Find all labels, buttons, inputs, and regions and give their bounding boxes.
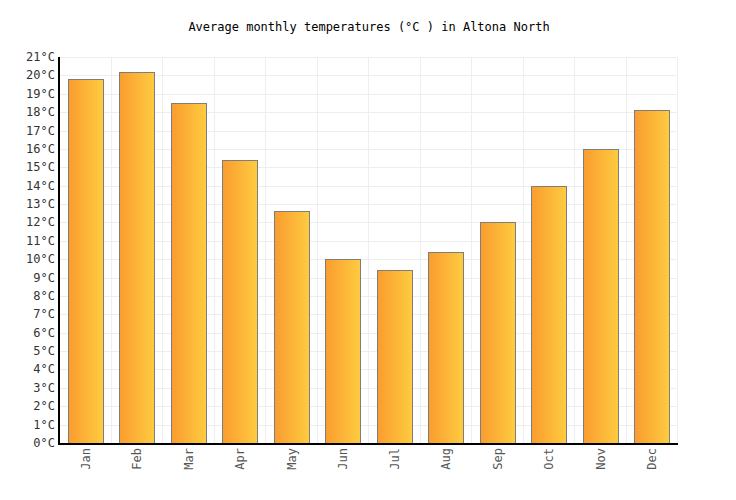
bar-may bbox=[274, 211, 310, 443]
bar-sep bbox=[480, 222, 516, 443]
y-tick-label: 7°C bbox=[5, 307, 55, 321]
bar-apr bbox=[222, 160, 258, 443]
gridline-vertical bbox=[471, 57, 472, 443]
x-tick-label-dec: Dec bbox=[645, 448, 659, 488]
y-tick-label: 3°C bbox=[5, 381, 55, 395]
y-tick-label: 18°C bbox=[5, 105, 55, 119]
bar-aug bbox=[428, 252, 464, 443]
x-tick-label-feb: Feb bbox=[130, 448, 144, 488]
gridline-vertical bbox=[677, 57, 678, 443]
chart-title: Average monthly temperatures (°C ) in Al… bbox=[60, 20, 678, 34]
bar-jun bbox=[325, 259, 361, 443]
y-tick-label: 20°C bbox=[5, 68, 55, 82]
gridline-vertical bbox=[214, 57, 215, 443]
x-tick-label-mar: Mar bbox=[182, 448, 196, 488]
gridline-vertical bbox=[317, 57, 318, 443]
gridline-vertical bbox=[265, 57, 266, 443]
bar-dec bbox=[634, 110, 670, 443]
y-tick-label: 11°C bbox=[5, 234, 55, 248]
plot-area bbox=[58, 57, 678, 445]
y-tick-label: 14°C bbox=[5, 179, 55, 193]
y-tick-label: 16°C bbox=[5, 142, 55, 156]
y-tick-label: 21°C bbox=[5, 50, 55, 64]
y-tick-label: 0°C bbox=[5, 436, 55, 450]
gridline-vertical bbox=[574, 57, 575, 443]
y-tick-label: 6°C bbox=[5, 326, 55, 340]
x-tick-label-may: May bbox=[285, 448, 299, 488]
bar-jul bbox=[377, 270, 413, 443]
gridline-vertical bbox=[523, 57, 524, 443]
x-tick-label-aug: Aug bbox=[439, 448, 453, 488]
x-tick-label-sep: Sep bbox=[491, 448, 505, 488]
y-tick-label: 2°C bbox=[5, 399, 55, 413]
temperature-chart: Average monthly temperatures (°C ) in Al… bbox=[0, 0, 736, 500]
x-tick-label-jun: Jun bbox=[336, 448, 350, 488]
y-tick-label: 4°C bbox=[5, 362, 55, 376]
y-tick-label: 19°C bbox=[5, 87, 55, 101]
x-tick-label-apr: Apr bbox=[233, 448, 247, 488]
gridline-vertical bbox=[162, 57, 163, 443]
gridline-vertical bbox=[111, 57, 112, 443]
gridline-vertical bbox=[420, 57, 421, 443]
gridline-horizontal bbox=[60, 57, 678, 58]
x-tick-label-jul: Jul bbox=[388, 448, 402, 488]
bar-mar bbox=[171, 103, 207, 443]
y-tick-label: 17°C bbox=[5, 124, 55, 138]
y-tick-label: 12°C bbox=[5, 215, 55, 229]
gridline-vertical bbox=[368, 57, 369, 443]
y-tick-label: 9°C bbox=[5, 271, 55, 285]
y-tick-label: 13°C bbox=[5, 197, 55, 211]
y-tick-label: 10°C bbox=[5, 252, 55, 266]
bar-feb bbox=[119, 72, 155, 443]
gridline-vertical bbox=[626, 57, 627, 443]
bar-oct bbox=[531, 186, 567, 443]
y-tick-label: 1°C bbox=[5, 418, 55, 432]
bar-nov bbox=[583, 149, 619, 443]
x-tick-label-oct: Oct bbox=[542, 448, 556, 488]
y-tick-label: 8°C bbox=[5, 289, 55, 303]
bar-jan bbox=[68, 79, 104, 443]
x-tick-label-nov: Nov bbox=[594, 448, 608, 488]
y-tick-label: 5°C bbox=[5, 344, 55, 358]
y-tick-label: 15°C bbox=[5, 160, 55, 174]
x-tick-label-jan: Jan bbox=[79, 448, 93, 488]
